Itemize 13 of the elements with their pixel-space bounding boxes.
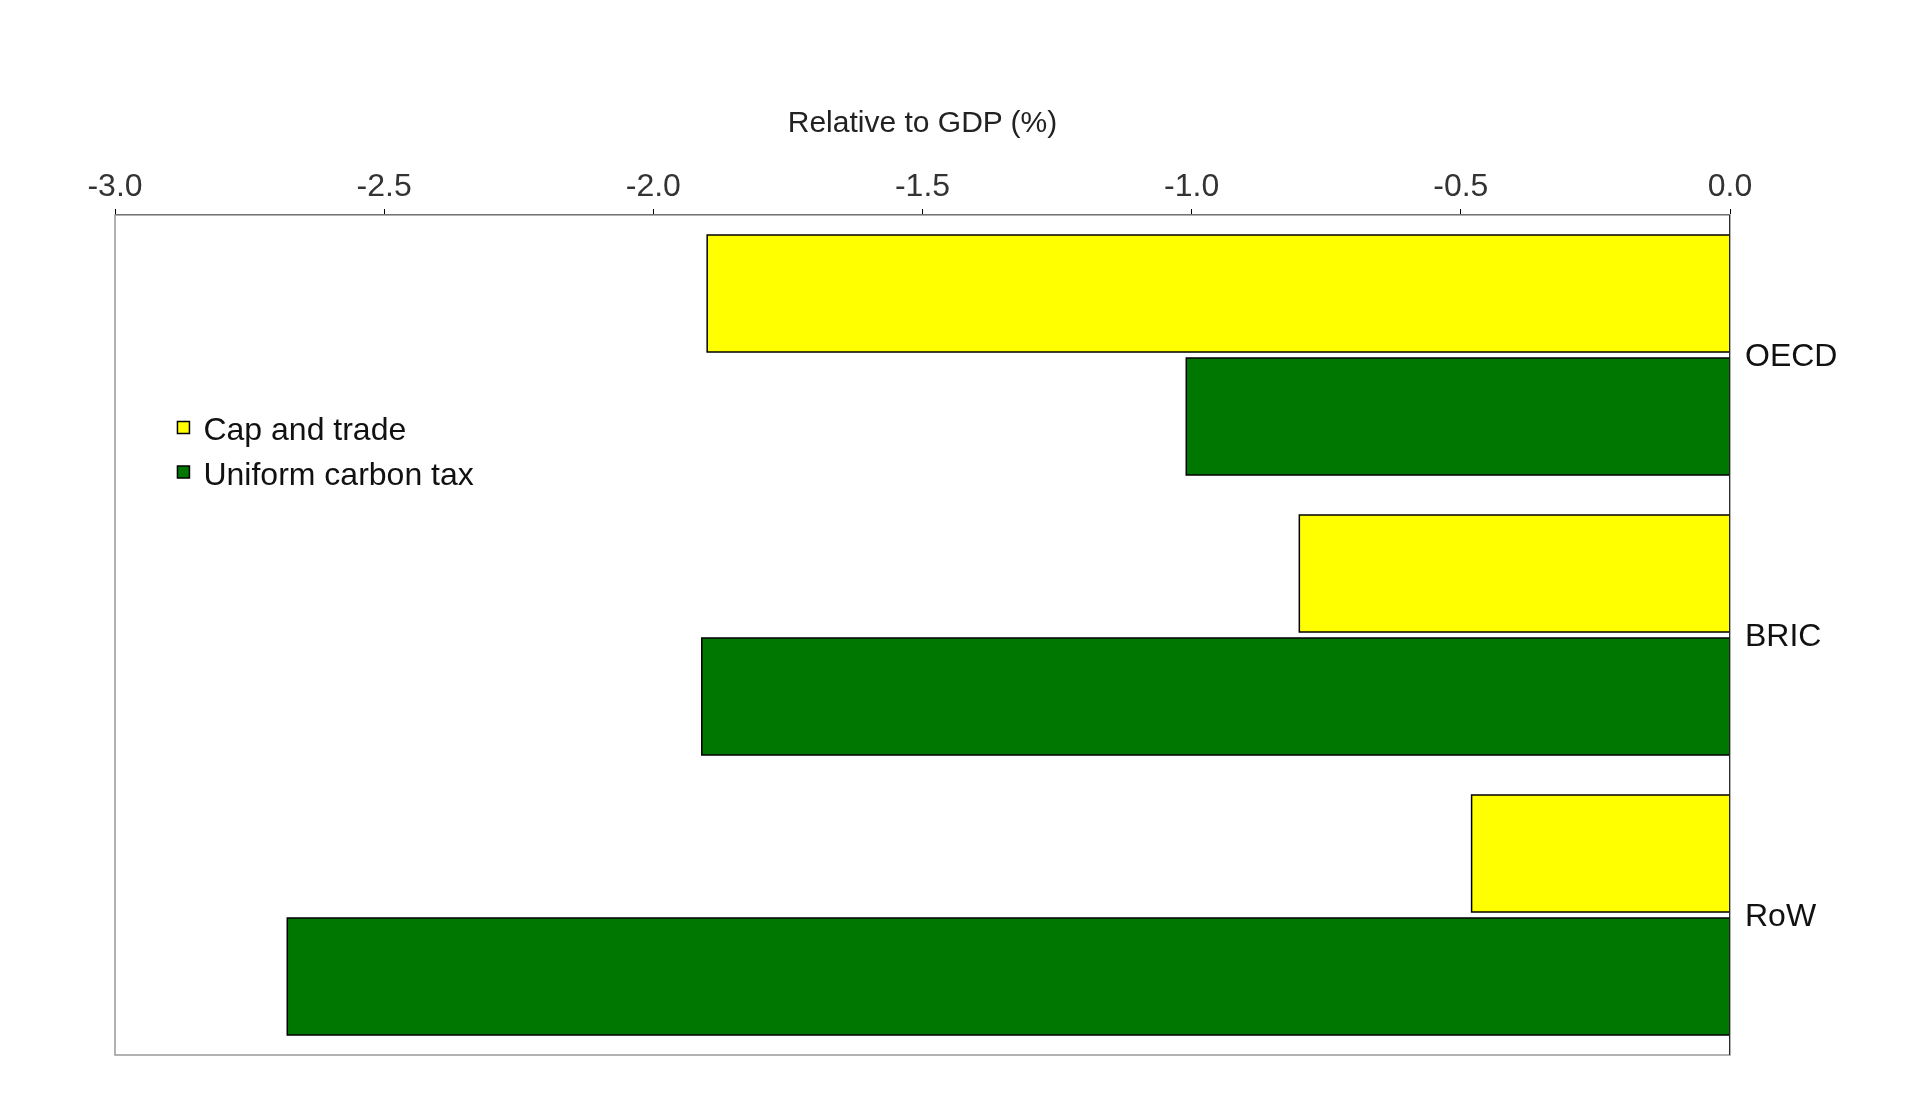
x-tick-label: -3.0 — [87, 167, 143, 204]
x-tick-label: -2.0 — [625, 167, 681, 204]
y-tick-label: OECD — [1745, 337, 1838, 374]
x-tick-label: -2.5 — [356, 167, 412, 204]
x-tick-label: 0.0 — [1707, 167, 1753, 204]
x-tick-label: -0.5 — [1433, 167, 1489, 204]
x-axis-title: Relative to GDP (%) — [787, 105, 1058, 139]
y-tick-label: BRIC — [1745, 617, 1822, 654]
legend-label: Uniform carbon tax — [203, 455, 474, 492]
x-tick-label: -1.0 — [1164, 167, 1220, 204]
legend-label: Cap and trade — [203, 410, 407, 447]
y-tick-label: RoW — [1745, 897, 1817, 934]
x-tick-label: -1.5 — [894, 167, 951, 204]
